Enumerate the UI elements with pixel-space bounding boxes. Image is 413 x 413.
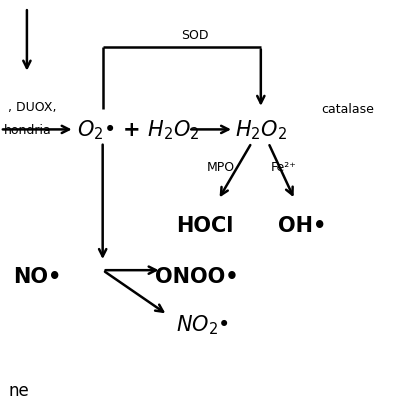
Text: NO•: NO• [13,267,61,287]
Text: MPO: MPO [206,161,234,174]
Text: Fe²⁺: Fe²⁺ [270,161,296,174]
Text: catalase: catalase [320,103,373,116]
Text: , DUOX,: , DUOX, [8,101,57,114]
Text: hondria: hondria [4,123,52,137]
Text: SOD: SOD [180,28,208,42]
Text: ONOO•: ONOO• [154,267,238,287]
Text: OH•: OH• [278,215,325,235]
Text: ne: ne [8,381,29,399]
Text: HOCl: HOCl [176,215,233,235]
Text: $NO_2$•: $NO_2$• [176,312,229,336]
Text: $H_2O_2$: $H_2O_2$ [234,118,286,142]
Text: $O_2$• + $H_2O_2$: $O_2$• + $H_2O_2$ [77,118,199,142]
